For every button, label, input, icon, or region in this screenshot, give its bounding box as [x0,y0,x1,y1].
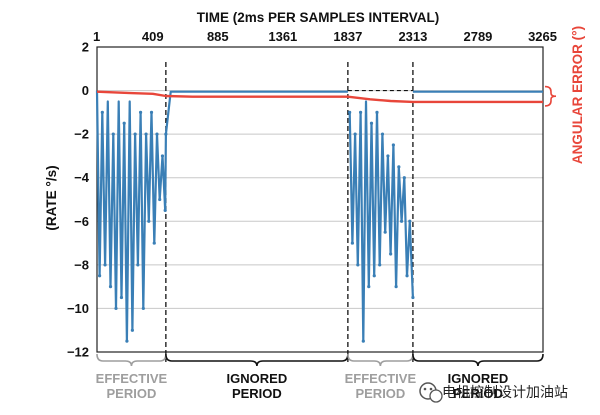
rate-data-point [97,274,102,278]
y-axis-label: (RATE °/s) [44,165,59,230]
angular-error-brace [544,85,557,107]
series-layer [95,90,543,343]
angular-error-line [96,90,543,104]
rate-data-point [152,241,156,245]
y-tick-label: −4 [74,170,90,185]
x-tick-label: 1 [93,29,100,44]
x-tick-label: 2313 [398,29,427,44]
rate-data-point [358,110,363,114]
x-tick-label: 409 [142,29,164,44]
watermark: 电机控制设计加油站 [419,382,568,403]
rate-data-point [125,339,129,343]
rate-data-point [119,295,124,300]
rate-series-line [95,90,348,343]
x-tick-label: 1837 [333,29,362,44]
rate-data-point [163,208,167,212]
rate-data-point [397,165,401,169]
rate-data-point [361,339,365,343]
period-brace [96,353,167,367]
rate-data-point [108,285,113,289]
period-label-line1: IGNORED [227,371,288,386]
rate-data-point [402,176,406,180]
rate-series-line [348,100,414,343]
y-tick-label: −12 [67,345,89,360]
rate-data-point [155,132,159,136]
rate-data-point [111,132,115,136]
rate-data-point [386,154,390,158]
x-tick-label: 885 [207,29,229,44]
rate-data-point [394,285,398,289]
rate-data-point [383,230,387,234]
plot-frame [96,46,544,353]
y2-axis-label: ANGULAR ERROR (°) [570,26,585,164]
rate-data-point [389,252,393,256]
rate-data-point [147,219,151,223]
rate-data-point [133,132,137,136]
watermark-text: 电机控制设计加油站 [442,384,568,400]
rate-data-point [350,241,354,245]
rate-data-point [380,132,385,136]
period-label-line1: IGNORED [448,371,509,386]
period-dividers [165,62,414,362]
rate-data-point [138,110,143,114]
y-tick-label: −6 [74,214,89,229]
rate-data-point [408,219,412,223]
y-tick-label: −2 [74,127,89,142]
rate-data-point [114,306,118,311]
rate-data-point [158,197,162,202]
rate-data-point [367,285,371,289]
period-braces: EFFECTIVEPERIODIGNOREDPERIODEFFECTIVEPER… [96,85,557,401]
period-brace [347,353,414,367]
rate-data-point [136,263,140,267]
period-label-line2: PERIOD [232,386,282,401]
period-label-line2: PERIOD [355,386,405,401]
rate-data-point [348,110,352,114]
rate-data-point [405,274,409,278]
period-label-line1: EFFECTIVE [96,371,168,386]
ticks-layer: 2 0 −2 −4 −6 −8 −10 −12 1 409 885 1361 1837 2313 2789 3… [67,29,557,360]
rate-data-point [391,143,395,147]
period-brace [412,353,544,367]
rate-data-point [149,110,154,114]
grid-layer [97,46,543,353]
y-tick-label: 0 [82,83,89,98]
rate-data-point [160,154,165,158]
rate-data-point [130,328,134,332]
rate-data-point [144,132,148,136]
rate-data-point [164,132,168,136]
period-label-line2: PERIOD [453,386,503,401]
period-brace [165,353,349,367]
rate-data-point [399,219,404,223]
y-tick-label: 2 [82,40,89,55]
rate-data-point [378,263,382,267]
x-tick-label: 1361 [268,29,297,44]
rate-data-point [353,132,357,136]
y-tick-label: −8 [74,257,89,272]
x-tick-label: 2789 [463,29,492,44]
rate-data-point [375,110,379,114]
rate-data-point [100,110,104,114]
x-tick-label: 3265 [528,29,557,44]
period-label-line1: EFFECTIVE [345,371,417,386]
y-tick-label: −10 [67,301,89,316]
rate-data-point [372,274,376,278]
chart-title: TIME (2ms PER SAMPLES INTERVAL) [197,10,440,25]
rate-data-point [103,263,107,267]
rate-data-point [141,306,145,311]
rate-data-point [411,295,415,300]
rate-data-point [356,263,360,267]
rate-data-point [122,121,126,125]
period-label-line2: PERIOD [107,386,157,401]
wechat-icon [419,382,443,403]
rate-data-point [369,121,374,125]
